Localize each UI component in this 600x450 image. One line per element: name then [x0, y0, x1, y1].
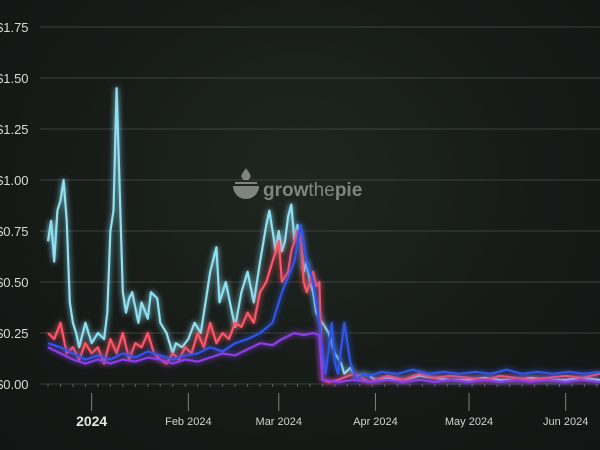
y-tick-label: $0.50 — [0, 275, 29, 290]
x-tick-label: 2024 — [76, 413, 107, 429]
watermark-text: growthepie — [263, 180, 362, 201]
series-line-4 — [47, 331, 600, 384]
y-tick-label: $0.25 — [0, 326, 29, 341]
x-tick-label: Mar 2024 — [256, 416, 302, 428]
series-line-3 — [47, 223, 600, 381]
y-axis: $0.00 $0.25 $0.50 $0.75 $1.00 $1.25 $1.50 $1.75 — [0, 20, 29, 392]
y-tick-label: $0.75 — [0, 224, 29, 239]
x-tick-label: Apr 2024 — [353, 416, 398, 428]
watermark-text-grow: grow — [263, 180, 309, 201]
y-tick-label: $0.00 — [0, 377, 29, 392]
y-tick-label: $1.50 — [0, 71, 29, 86]
watermark-text-the: the — [308, 180, 334, 201]
x-tick-label: Feb 2024 — [165, 416, 211, 428]
y-tick-label: $1.75 — [0, 20, 29, 35]
pie-logo-icon — [233, 168, 259, 199]
x-axis: 2024 Feb 2024 Mar 2024 Apr 2024 May 2024 Jun … — [47, 384, 598, 429]
x-tick-label: May 2024 — [445, 416, 493, 428]
y-tick-label: $1.25 — [0, 122, 29, 137]
y-tick-label: $1.00 — [0, 173, 29, 188]
series-line-2 — [47, 229, 600, 384]
watermark: growthepie — [233, 168, 362, 201]
series-lines — [46, 87, 600, 384]
x-tick-label: Jun 2024 — [543, 416, 588, 428]
series-line-1 — [46, 87, 600, 381]
watermark-text-pie: pie — [335, 180, 362, 201]
